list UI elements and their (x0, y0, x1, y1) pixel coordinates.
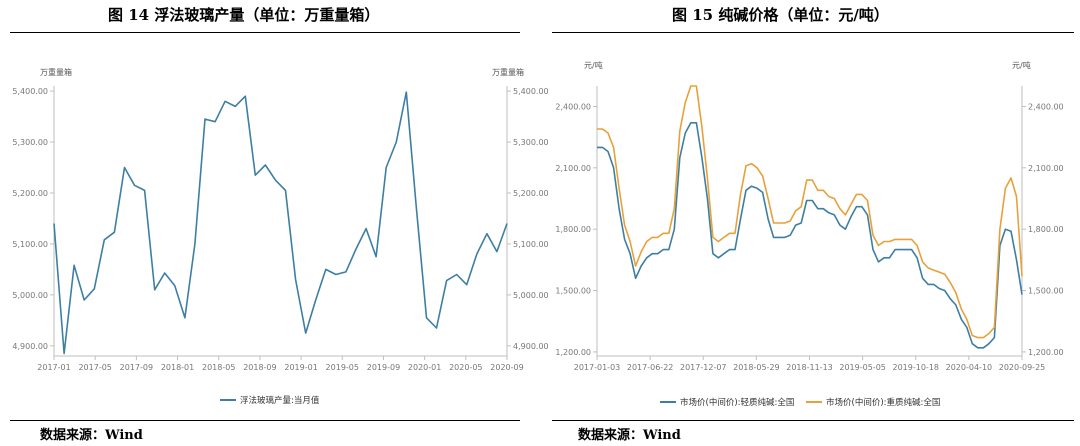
right-figure-title: 图 15 纯碱价格（单位：元/吨） (672, 6, 889, 24)
x-tick-label: 2017-06-22 (627, 363, 674, 372)
left-top-rule (10, 32, 520, 33)
y-tick-label-left: 5,200.00 (12, 189, 48, 198)
y-tick-label-right: 4,900.00 (513, 342, 549, 351)
right-unit-right: 元/吨 (1012, 60, 1031, 70)
y-tick-label-left: 5,000.00 (12, 291, 48, 300)
y-tick-label-left: 1,200.00 (555, 348, 591, 357)
left-unit-left: 万重量箱 (40, 67, 72, 77)
right-legend-label-1: 市场价(中间价):轻质纯碱:全国 (680, 397, 794, 408)
y-tick-label-right: 5,400.00 (513, 87, 549, 96)
x-tick-label: 2020-09 (490, 363, 523, 372)
x-tick-label: 2020-01 (408, 363, 441, 372)
x-tick-label: 2017-01-03 (574, 363, 621, 372)
right-chart: 元/吨 元/吨 市场价(中间价):轻质纯碱:全国 市场价(中间价):重质纯碱:全… (584, 60, 1031, 408)
x-tick-label: 2018-11-13 (786, 363, 833, 372)
x-tick-label: 2019-05-05 (839, 363, 886, 372)
y-tick-label-left: 2,400.00 (555, 102, 591, 111)
chart-2-plot: 2,400.00 2,400.00 2,100.00 2,100.00 1,800.00… (555, 85, 1064, 372)
y-tick-label-right: 1,500.00 (1028, 287, 1064, 296)
y-tick-label-right: 5,300.00 (513, 138, 549, 147)
y-tick-label-right: 1,800.00 (1028, 225, 1064, 234)
x-tick-label: 2020-04-10 (946, 363, 993, 372)
x-tick-label: 2017-01 (37, 363, 70, 372)
series-line-1 (597, 122, 1023, 349)
left-bottom-rule (10, 420, 520, 421)
right-unit-left: 元/吨 (584, 60, 603, 70)
right-source-note: 数据来源：Wind (578, 428, 681, 443)
right-top-rule (552, 32, 1074, 33)
x-tick-label: 2018-09 (243, 363, 276, 372)
y-tick-label-left: 1,800.00 (555, 225, 591, 234)
y-tick-label-right: 5,000.00 (513, 291, 549, 300)
y-tick-label-right: 2,400.00 (1028, 102, 1064, 111)
x-tick-label: 2020-05 (449, 363, 482, 372)
y-tick-label-left: 5,100.00 (12, 240, 48, 249)
left-chart: 万重量箱 万重量箱 浮法玻璃产量:当月值 (40, 67, 524, 406)
y-tick-label-right: 1,200.00 (1028, 348, 1064, 357)
left-unit-right: 万重量箱 (492, 67, 524, 77)
y-tick-label-left: 2,100.00 (555, 164, 591, 173)
x-tick-label: 2019-09 (367, 363, 400, 372)
x-tick-label: 2017-05 (78, 363, 111, 372)
right-legend-label-2: 市场价(中间价):重质纯碱:全国 (826, 397, 940, 408)
x-tick-label: 2018-05 (202, 363, 235, 372)
series-line-1 (53, 91, 508, 355)
y-tick-label-left: 1,500.00 (555, 287, 591, 296)
y-tick-label-right: 5,200.00 (513, 189, 549, 198)
x-tick-label: 2019-10-18 (893, 363, 940, 372)
x-tick-label: 2018-05-29 (733, 363, 780, 372)
series-line-2 (597, 85, 1023, 339)
chart-1-plot: 5,400.00 5,400.00 5,300.00 5,300.00 5,200.00… (12, 86, 549, 372)
left-figure-title: 图 14 浮法玻璃产量（单位：万重量箱） (108, 6, 380, 24)
x-tick-label: 2020-09-25 (999, 363, 1046, 372)
y-tick-label-left: 5,300.00 (12, 138, 48, 147)
x-tick-label: 2019-01 (284, 363, 317, 372)
left-source-note: 数据来源：Wind (40, 428, 143, 443)
y-tick-label-right: 2,100.00 (1028, 164, 1064, 173)
left-legend-label: 浮法玻璃产量:当月值 (240, 395, 320, 406)
y-tick-label-right: 5,100.00 (513, 240, 549, 249)
y-tick-label-left: 5,400.00 (12, 87, 48, 96)
x-tick-label: 2017-12-07 (680, 363, 727, 372)
x-tick-label: 2019-05 (326, 363, 359, 372)
right-bottom-rule (552, 420, 1074, 421)
x-tick-label: 2017-09 (120, 363, 153, 372)
y-tick-label-left: 4,900.00 (12, 342, 48, 351)
x-tick-label: 2018-01 (161, 363, 194, 372)
